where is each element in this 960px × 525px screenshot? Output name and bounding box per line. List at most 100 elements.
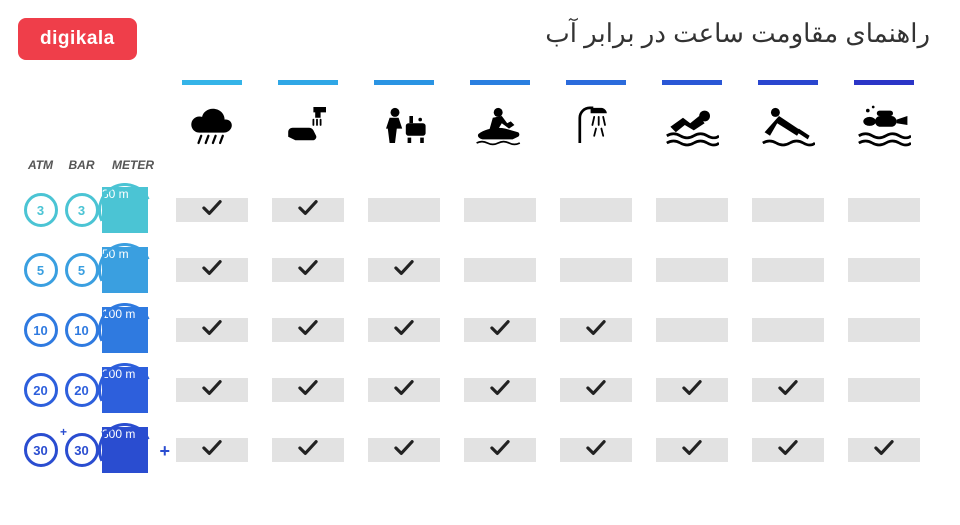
activity-cell — [368, 438, 440, 462]
handwash-icon — [278, 99, 338, 151]
activity-jetski — [452, 80, 548, 180]
bath-icon — [374, 99, 434, 151]
meter-badge: 30 m — [102, 187, 148, 233]
check-icon — [201, 259, 223, 282]
check-icon — [681, 379, 703, 402]
check-icon — [489, 439, 511, 462]
activity-swim — [644, 80, 740, 180]
activity-rain — [164, 80, 260, 180]
check-icon — [201, 319, 223, 342]
activity-cell — [176, 318, 248, 342]
activity-cell — [560, 318, 632, 342]
check-icon — [873, 439, 895, 462]
activity-cell — [560, 438, 632, 462]
activity-bar — [662, 80, 722, 85]
activity-cell — [560, 378, 632, 402]
swim-icon — [662, 99, 722, 151]
activity-bar — [854, 80, 914, 85]
activity-cell — [176, 198, 248, 222]
col-meter: METER — [102, 158, 164, 180]
activity-cell — [752, 198, 824, 222]
check-icon — [297, 379, 319, 402]
rain-cloud-icon — [182, 99, 242, 151]
meter-badge: 50 m — [102, 247, 148, 293]
atm-badge: 5 — [24, 253, 58, 287]
activity-cell — [368, 258, 440, 282]
activity-cell — [848, 378, 920, 402]
activity-cell — [656, 438, 728, 462]
atm-badge: 30+ — [24, 433, 58, 467]
col-bar: BAR — [61, 158, 102, 180]
activity-cell — [464, 198, 536, 222]
page-title: راهنمای مقاومت ساعت در برابر آب — [545, 18, 930, 49]
check-icon — [297, 319, 319, 342]
bar-badge: 5 — [65, 253, 99, 287]
dive-icon — [758, 99, 818, 151]
jetski-icon — [470, 99, 530, 151]
table-row: 5550 m — [20, 240, 940, 300]
activity-cell — [656, 318, 728, 342]
activity-cell — [464, 378, 536, 402]
activity-cell — [752, 438, 824, 462]
activity-cell — [560, 198, 632, 222]
activity-cell — [272, 258, 344, 282]
scuba-icon — [854, 99, 914, 151]
check-icon — [297, 259, 319, 282]
check-icon — [777, 439, 799, 462]
activity-cell — [848, 258, 920, 282]
activity-cell — [560, 258, 632, 282]
activity-cell — [656, 258, 728, 282]
activity-bar — [374, 80, 434, 85]
bar-badge: 3 — [65, 193, 99, 227]
check-icon — [489, 319, 511, 342]
activity-cell — [272, 378, 344, 402]
table-header: ATM BAR METER — [20, 80, 940, 180]
check-icon — [489, 379, 511, 402]
check-icon — [393, 259, 415, 282]
activity-cell — [368, 318, 440, 342]
atm-badge: 10 — [24, 313, 58, 347]
shower-icon — [566, 99, 626, 151]
activity-cell — [368, 198, 440, 222]
activity-cell — [848, 318, 920, 342]
check-icon — [297, 439, 319, 462]
activity-cell — [176, 438, 248, 462]
check-icon — [585, 439, 607, 462]
check-icon — [393, 379, 415, 402]
activity-cell — [272, 318, 344, 342]
meter-badge: 100 m — [102, 307, 148, 353]
bar-badge: 10 — [65, 313, 99, 347]
activity-cell — [752, 378, 824, 402]
activity-cell — [272, 438, 344, 462]
check-icon — [297, 199, 319, 222]
check-icon — [393, 319, 415, 342]
check-icon — [393, 439, 415, 462]
activity-cell — [368, 378, 440, 402]
activity-cell — [656, 378, 728, 402]
activity-cell — [848, 438, 920, 462]
activity-cell — [752, 318, 824, 342]
check-icon — [681, 439, 703, 462]
activity-cell — [176, 378, 248, 402]
activity-handwash — [260, 80, 356, 180]
activity-cell — [176, 258, 248, 282]
activity-dive — [740, 80, 836, 180]
bar-badge: 30+ — [65, 433, 99, 467]
activity-cell — [656, 198, 728, 222]
table-row: 1010100 m — [20, 300, 940, 360]
meter-badge: 300 m — [102, 427, 148, 473]
activity-bar — [470, 80, 530, 85]
activity-cell — [272, 198, 344, 222]
bar-badge: 20 — [65, 373, 99, 407]
activity-cell — [752, 258, 824, 282]
check-icon — [201, 439, 223, 462]
meter-badge: 200 m — [102, 367, 148, 413]
activity-bar — [182, 80, 242, 85]
check-icon — [585, 379, 607, 402]
activity-cell — [848, 198, 920, 222]
activity-cell — [464, 438, 536, 462]
check-icon — [201, 199, 223, 222]
check-icon — [777, 379, 799, 402]
activity-cell — [464, 258, 536, 282]
activity-cell — [464, 318, 536, 342]
